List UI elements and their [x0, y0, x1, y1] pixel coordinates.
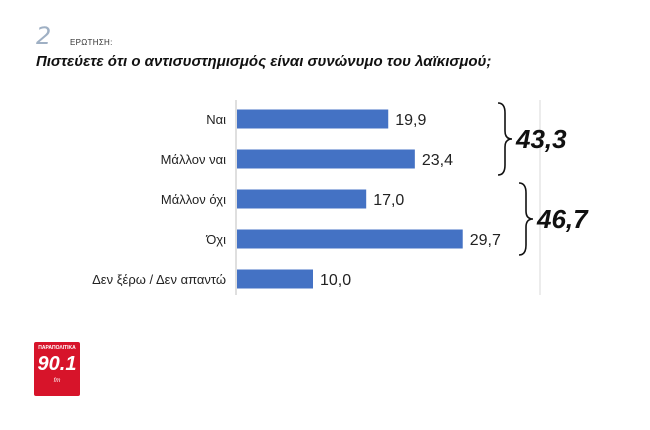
data-label: 29,7 [470, 232, 501, 249]
category-label: Μάλλον όχι [161, 192, 226, 207]
category-label: Όχι [205, 232, 226, 247]
bar [237, 189, 367, 209]
data-label: 19,9 [395, 112, 426, 129]
bar [237, 149, 415, 169]
bar [237, 269, 313, 289]
group-brace [497, 102, 513, 176]
category-label: Μάλλον ναι [161, 152, 227, 167]
bar [237, 229, 463, 249]
question-label: ΕΡΩΤΗΣΗ: [70, 38, 113, 47]
data-label: 10,0 [320, 272, 351, 289]
logo-top-text: ΠΑΡΑΠΟΛΙΤΙΚΑ [38, 345, 76, 351]
question-text: Πιστεύετε ότι ο αντισυστημισμός είναι συ… [36, 53, 492, 70]
radio-logo: ΠΑΡΑΠΟΛΙΤΙΚΑ 90.1 fm [34, 342, 80, 396]
group-brace [518, 182, 534, 256]
group-total-label: 43,3 [515, 124, 567, 154]
data-label: 23,4 [422, 152, 453, 169]
question-number: 2 [36, 22, 52, 50]
bar [237, 109, 389, 129]
category-label: Ναι [206, 112, 226, 127]
category-label: Δεν ξέρω / Δεν απαντώ [92, 272, 226, 287]
data-label: 17,0 [373, 192, 404, 209]
logo-unit: fm [53, 378, 61, 384]
logo-frequency: 90.1 [37, 353, 77, 375]
group-total-label: 46,7 [536, 204, 589, 234]
